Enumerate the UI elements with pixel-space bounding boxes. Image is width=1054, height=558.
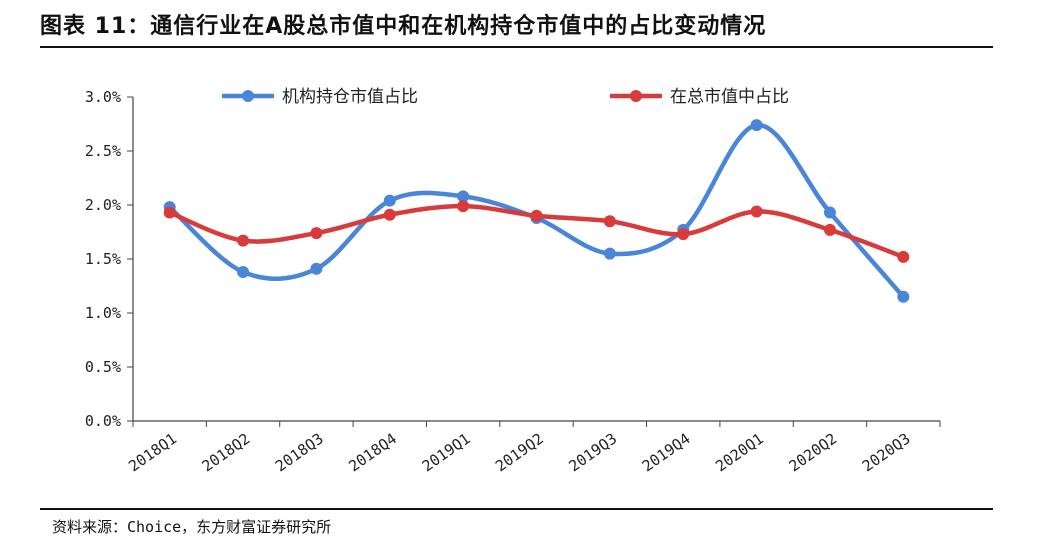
series-line-1 [167,122,906,300]
y-tick-label: 0.5% [85,358,121,376]
data-point [530,209,543,222]
data-point [163,206,176,219]
y-tick-label: 3.0% [85,88,121,106]
data-point [457,190,470,203]
x-tick-label: 2019Q1 [419,430,474,476]
data-point [310,227,323,240]
y-tick-label: 2.0% [85,196,121,214]
y-tick-label: 0.0% [85,412,121,430]
data-point [383,194,396,207]
y-tick-label: 2.5% [85,142,121,160]
legend-swatch-marker [630,90,642,102]
y-tick-label: 1.0% [85,304,121,322]
x-tick-label: 2018Q2 [199,430,254,476]
chart-title: 图表 11：通信行业在A股总市值中和在机构持仓市值中的占比变动情况 [40,14,767,39]
x-tick-label: 2019Q4 [639,430,694,476]
data-point [457,200,470,213]
data-point [603,247,616,260]
x-tick-label: 2018Q4 [345,430,400,476]
data-point [823,206,836,219]
legend-swatch-marker [242,90,254,102]
data-point [237,265,250,278]
x-tick-label: 2018Q1 [125,430,180,476]
footer-rule [40,508,993,510]
data-point [603,215,616,228]
x-tick-label: 2020Q3 [859,430,914,476]
legend: 机构持仓市值占比 在总市值中占比 [222,87,789,107]
data-point [750,205,763,218]
data-point [383,208,396,221]
source-note: 资料来源：Choice，东方财富证券研究所 [52,518,332,536]
data-point [677,228,690,241]
data-point [823,223,836,236]
y-axis: 0.0% 0.5% 1.0% 1.5% 2.0% 2.5% 3.0% [85,88,134,430]
x-tick-label: 2020Q2 [786,430,841,476]
legend-label: 在总市值中占比 [670,87,789,107]
x-axis: 2018Q1 2018Q2 2018Q3 2018Q4 2019Q1 2019Q2 2019… [125,420,941,476]
data-point [310,262,323,275]
legend-label: 机构持仓市值占比 [282,87,418,107]
title-rule [40,46,993,48]
x-tick-label: 2018Q3 [272,430,327,476]
series-lines [163,119,910,303]
y-tick-label: 1.5% [85,250,121,268]
x-tick-label: 2019Q3 [565,430,620,476]
x-tick-label: 2020Q1 [712,430,767,476]
data-point [750,119,763,132]
data-point [897,290,910,303]
x-tick-label: 2019Q2 [492,430,547,476]
data-point [897,250,910,263]
data-point [237,234,250,247]
